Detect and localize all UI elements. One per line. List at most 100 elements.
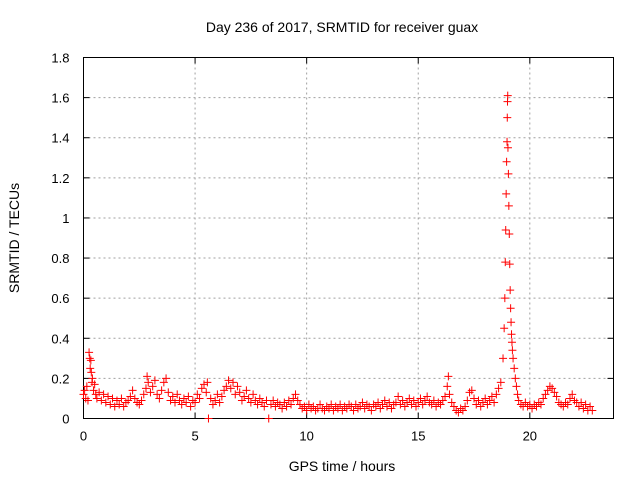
data-point (382, 402, 391, 411)
data-point (191, 398, 200, 407)
data-point (222, 382, 231, 391)
x-tick-label: 5 (191, 429, 198, 444)
data-point (200, 380, 209, 389)
data-point (485, 396, 494, 405)
data-point (177, 400, 186, 409)
data-point (496, 378, 505, 387)
data-point (324, 404, 333, 413)
data-point (126, 392, 135, 401)
data-point (85, 348, 94, 357)
y-tick-label: 1.6 (51, 91, 69, 106)
data-point (295, 400, 304, 409)
data-point (447, 398, 456, 407)
data-point (135, 400, 144, 409)
data-point (565, 394, 574, 403)
data-point (403, 398, 412, 407)
data-point (287, 400, 296, 409)
data-point (380, 396, 389, 405)
data-point (338, 406, 347, 415)
data-point (441, 392, 450, 401)
data-point (186, 402, 195, 411)
data-point (244, 394, 253, 403)
data-point (204, 414, 213, 423)
data-point (487, 392, 496, 401)
data-point (124, 396, 133, 405)
data-point (543, 386, 552, 395)
data-point (159, 378, 168, 387)
data-point (130, 394, 139, 403)
data-point (454, 408, 463, 417)
data-point (81, 394, 90, 403)
data-point (503, 143, 512, 152)
data-point (407, 400, 416, 409)
data-point (231, 390, 240, 399)
data-point (512, 382, 521, 391)
data-point (472, 400, 481, 409)
data-point (258, 398, 267, 407)
data-point (347, 402, 356, 411)
data-point (396, 400, 405, 409)
data-point (215, 398, 224, 407)
data-point (101, 398, 110, 407)
data-point (298, 404, 307, 413)
data-point (461, 402, 470, 411)
data-point (208, 400, 217, 409)
data-point (563, 400, 572, 409)
data-point (146, 388, 155, 397)
data-point (89, 386, 98, 395)
data-point (532, 402, 541, 411)
data-point (369, 400, 378, 409)
data-point (206, 394, 215, 403)
data-point (502, 157, 511, 166)
data-point (394, 392, 403, 401)
data-point (106, 400, 115, 409)
data-point (588, 406, 597, 415)
data-point (503, 91, 512, 100)
data-point (476, 402, 485, 411)
data-point (467, 386, 476, 395)
data-point (516, 400, 525, 409)
data-point (162, 374, 171, 383)
data-point (329, 406, 338, 415)
data-point (284, 396, 293, 405)
data-point (376, 404, 385, 413)
data-point (327, 400, 336, 409)
data-point (148, 382, 157, 391)
data-point (509, 354, 518, 363)
data-point (449, 402, 458, 411)
data-point (144, 378, 153, 387)
data-point (211, 396, 220, 405)
data-point (168, 392, 177, 401)
data-point (269, 396, 278, 405)
data-point (365, 402, 374, 411)
data-point (87, 368, 96, 377)
data-point (574, 402, 583, 411)
data-point (251, 396, 260, 405)
data-point (336, 400, 345, 409)
data-point (507, 318, 516, 327)
data-point (304, 400, 313, 409)
data-point (508, 346, 517, 355)
data-point (503, 113, 512, 122)
data-point (458, 406, 467, 415)
data-point (117, 394, 126, 403)
data-point (552, 392, 561, 401)
data-point (391, 398, 400, 407)
data-point (579, 404, 588, 413)
data-point (309, 402, 318, 411)
data-point (511, 374, 520, 383)
data-point (436, 400, 445, 409)
data-point (374, 398, 383, 407)
data-point (438, 396, 447, 405)
data-point (507, 338, 516, 347)
data-point (170, 398, 179, 407)
data-point (99, 390, 108, 399)
data-point (260, 402, 269, 411)
data-point (504, 169, 513, 178)
y-tick-label: 1.4 (51, 131, 69, 146)
data-point (300, 402, 309, 411)
data-point (153, 390, 162, 399)
data-point (264, 414, 273, 423)
data-point (414, 398, 423, 407)
data-point (506, 304, 515, 313)
